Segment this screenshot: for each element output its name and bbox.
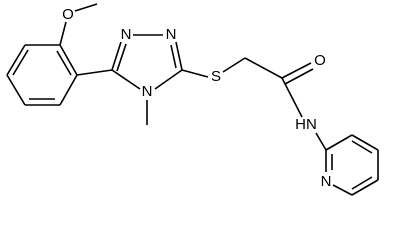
atom-label: N [321, 173, 332, 190]
molecule-diagram: O N N N S O HN N [6, 3, 379, 196]
atom-label: N [121, 26, 132, 43]
bonds [6, 3, 379, 196]
atom-label: N [166, 26, 177, 43]
atom-label: N [142, 83, 153, 100]
atom-label: O [314, 52, 326, 69]
atom-label: O [62, 6, 74, 23]
atom-label: S [211, 68, 221, 85]
atom-label: HN [295, 116, 317, 133]
atom-labels: O N N N S O HN N [62, 6, 331, 190]
